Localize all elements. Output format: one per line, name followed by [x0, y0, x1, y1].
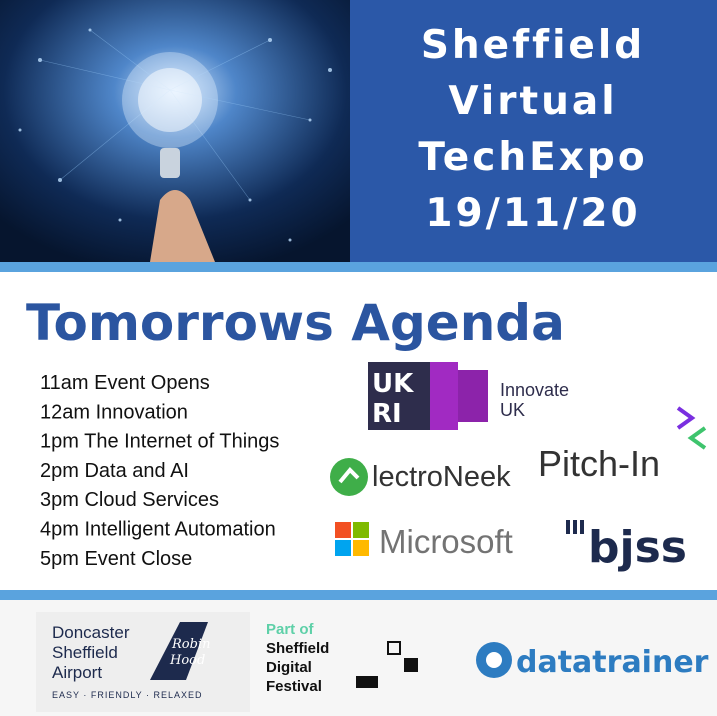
divider [0, 590, 717, 600]
datatrainer-icon [476, 642, 512, 678]
microsoft-logo: Microsoft [379, 523, 513, 560]
bjss-logo: bjss [588, 522, 687, 573]
airport-script: Hood [169, 653, 205, 668]
airport-logo [36, 612, 250, 712]
innovate-block [430, 362, 458, 430]
lightbulb [122, 52, 218, 262]
airport-script: Robin [171, 637, 210, 652]
innovate-block [458, 370, 488, 422]
airport-tagline: EASY · FRIENDLY · RELAXED [52, 690, 203, 700]
microsoft-icon [335, 522, 369, 556]
network-dots [18, 28, 332, 242]
festival-squares [356, 641, 418, 688]
electroneek-icon [338, 467, 360, 484]
airport-text: Airport [52, 663, 102, 682]
pitch-in-chevron [676, 406, 696, 430]
agenda-item: 3pm Cloud Services [40, 489, 219, 511]
festival-text: Sheffield [266, 640, 329, 657]
agenda-title: Tomorrows Agenda [26, 294, 565, 352]
agenda-item: 4pm Intelligent Automation [40, 519, 276, 541]
bjss-icon [566, 520, 584, 534]
agenda-item: 11am Event Opens [40, 372, 210, 394]
header-title: Virtual [448, 79, 617, 124]
electroneek-logo: lectroNeek [372, 461, 511, 493]
airport-text: Sheffield [52, 643, 118, 662]
innovate-text: Innovate [500, 380, 569, 400]
festival-part-of: Part of [266, 621, 315, 638]
agenda-item: 2pm Data and AI [40, 460, 189, 482]
ukri-text: RI [372, 399, 402, 429]
festival-text: Digital [266, 659, 312, 676]
festival-text: Festival [266, 678, 322, 695]
airport-text: Doncaster [52, 623, 130, 642]
header-panel [350, 0, 717, 262]
header-title: 19/11/20 [425, 191, 640, 236]
datatrainer-logo: datatrainer [516, 645, 709, 680]
airport-tail [150, 622, 208, 680]
agenda-item: 12am Innovation [40, 401, 188, 423]
ukri-text: UK [372, 369, 414, 399]
ukri-logo [368, 362, 430, 430]
header-title: TechExpo [418, 135, 647, 180]
innovate-text: UK [500, 400, 525, 420]
divider [0, 262, 717, 272]
agenda-item: 5pm Event Close [40, 548, 192, 570]
electroneek-icon [330, 458, 368, 496]
agenda-item: 1pm The Internet of Things [40, 431, 279, 453]
pitch-in-logo: Pitch-In [538, 443, 660, 484]
pitch-in-chevron [687, 426, 707, 450]
header-title: Sheffield [421, 23, 645, 68]
agenda-list: 11am Event Opens 12am Innovation 1pm The I… [40, 372, 279, 570]
